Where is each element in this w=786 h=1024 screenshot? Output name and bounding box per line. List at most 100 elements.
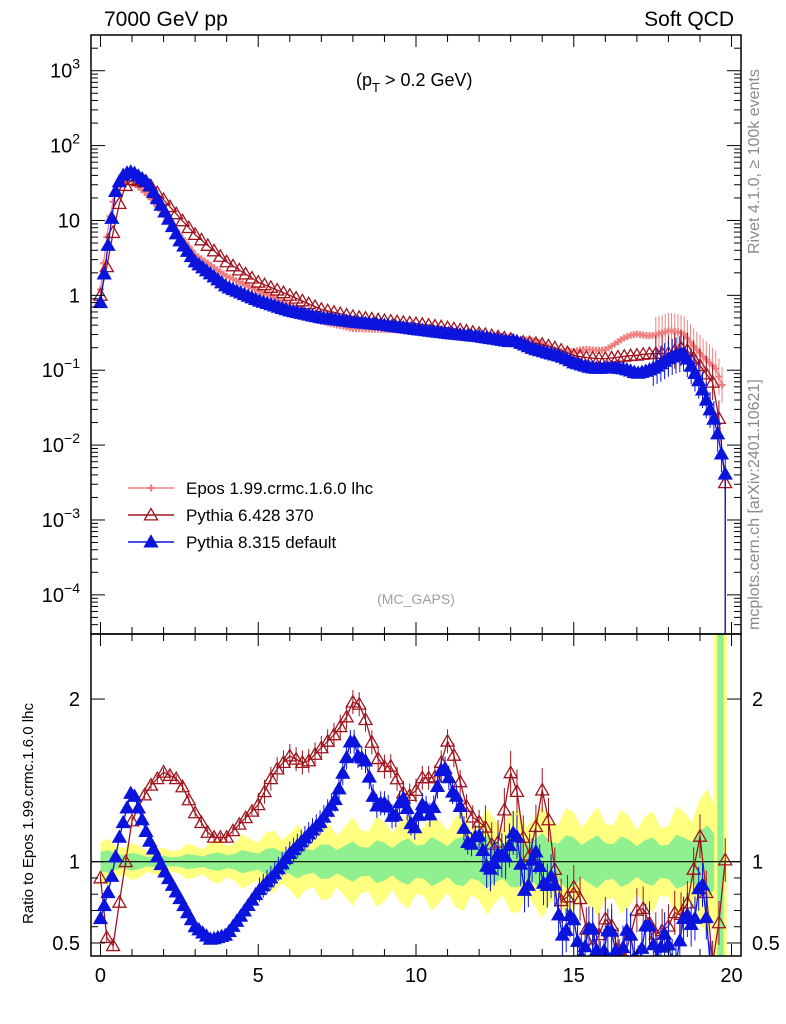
- ratio-point-pythia6: [446, 747, 462, 761]
- main-point-pythia8: [698, 392, 714, 406]
- x-tick-label: 0: [95, 965, 106, 987]
- ratio-point-pythia8: [475, 842, 491, 856]
- main-point-pythia6: [225, 258, 241, 272]
- main-point-epos: [712, 365, 720, 373]
- ratio-point-pythia6: [313, 740, 329, 754]
- ratio-point-pythia6: [503, 764, 519, 779]
- watermark: (MC_GAPS): [377, 591, 455, 607]
- ratio-point-pythia6: [711, 915, 727, 929]
- main-y-tick-label: 103: [50, 56, 80, 83]
- main-point-pythia6: [263, 279, 279, 293]
- ratio-point-pythia8: [528, 844, 544, 858]
- ratio-point-pythia8: [357, 753, 374, 767]
- ratio-point-pythia8: [380, 799, 396, 813]
- ratio-point-pythia6: [181, 792, 197, 806]
- ratio-point-pythia8: [634, 940, 650, 954]
- ratio-point-pythia6: [282, 748, 298, 762]
- main-point-pythia6: [174, 212, 191, 227]
- side-label-bottom: mcplots.cern.ch [arXiv:2401.10621]: [746, 379, 763, 630]
- ratio-point-pythia8: [96, 897, 112, 912]
- ratio-point-pythia6: [496, 802, 512, 816]
- ratio-point-pythia6: [326, 727, 342, 741]
- ratio-point-pythia6: [338, 709, 355, 723]
- ratio-point-pythia8: [107, 848, 124, 863]
- main-y-tick-label: 10: [58, 210, 80, 232]
- ratio-point-pythia6: [288, 751, 304, 765]
- ratio-point-pythia8: [115, 814, 131, 829]
- ratio-point-pythia6: [219, 829, 235, 843]
- ratio-point-pythia8: [577, 938, 593, 953]
- ratio-point-pythia8: [486, 855, 502, 869]
- ratio-point-pythia8: [513, 856, 529, 870]
- main-point-pythia6: [212, 248, 228, 262]
- main-point-pythia8: [706, 411, 722, 425]
- main-point-pythia6: [282, 287, 298, 301]
- ratio-point-pythia6: [118, 853, 134, 868]
- ratio-point-pythia8: [111, 829, 128, 843]
- ratio-point-pythia8: [657, 926, 673, 940]
- main-annotation: (pT > 0.2 GeV): [356, 70, 473, 95]
- ratio-point-pythia6: [370, 750, 386, 765]
- ratio-point-pythia6: [244, 803, 260, 817]
- ratio-y-tick-label-right: 0.5: [752, 933, 780, 955]
- ratio-point-pythia8: [694, 877, 711, 891]
- ratio-point-pythia8: [126, 788, 143, 802]
- ratio-point-pythia8: [346, 734, 362, 748]
- ratio-y-tick-label-right: 2: [752, 689, 763, 711]
- ratio-point-pythia6: [99, 929, 115, 944]
- ratio-y-axis-label: Ratio to Epos 1.99.crmc.1.6.0 lhc: [20, 703, 37, 924]
- ratio-y-tick-label: 2: [69, 689, 80, 711]
- main-point-pythia8: [107, 183, 124, 198]
- ratio-point-pythia8: [615, 939, 631, 954]
- main-point-pythia6: [244, 270, 260, 284]
- main-point-pythia8: [100, 237, 116, 251]
- ratio-point-pythia8: [569, 933, 586, 947]
- ratio-point-pythia6: [484, 836, 500, 850]
- main-y-tick-label: 10−3: [42, 505, 80, 532]
- main-y-tick-label: 102: [50, 131, 80, 158]
- ratio-point-pythia6: [597, 911, 613, 925]
- ratio-point-pythia8: [687, 910, 703, 924]
- main-point-pythia8: [694, 382, 711, 396]
- ratio-edge-band-inner: [717, 634, 724, 956]
- ratio-point-pythia6: [307, 746, 323, 760]
- ratio-point-pythia8: [501, 837, 518, 852]
- main-point-pythia6: [275, 284, 292, 299]
- ratio-point-pythia6: [263, 770, 279, 785]
- ratio-point-pythia6: [200, 824, 216, 838]
- ratio-point-pythia8: [104, 868, 120, 882]
- ratio-point-pythia8: [441, 769, 457, 784]
- main-point-pythia6: [250, 274, 266, 288]
- ratio-point-pythia6: [686, 861, 702, 875]
- main-point-pythia6: [692, 357, 708, 372]
- ratio-point-pythia6: [256, 783, 273, 798]
- header-right: Soft QCD: [644, 8, 734, 31]
- ratio-point-pythia6: [174, 779, 191, 793]
- ratio-y-tick-label: 1: [69, 852, 80, 874]
- ratio-point-pythia6: [439, 733, 456, 747]
- ratio-point-pythia8: [456, 820, 472, 834]
- ratio-point-pythia6: [421, 770, 437, 784]
- ratio-point-pythia8: [566, 911, 582, 926]
- main-point-pythia6: [269, 282, 285, 296]
- main-point-epos: [680, 330, 688, 338]
- main-point-pythia6: [168, 206, 184, 220]
- main-y-tick-label: 10−1: [42, 355, 80, 382]
- ratio-point-pythia6: [320, 733, 336, 747]
- ratio-point-pythia6: [477, 819, 494, 833]
- ratio-point-pythia8: [645, 936, 661, 951]
- main-point-epos: [718, 381, 726, 389]
- ratio-point-pythia6: [149, 770, 165, 785]
- ratio-point-pythia6: [667, 904, 683, 919]
- ratio-point-pythia6: [452, 774, 468, 788]
- legend-label: Pythia 6.428 370: [186, 506, 314, 525]
- ratio-point-pythia6: [294, 754, 311, 768]
- ratio-point-pythia8: [630, 950, 638, 956]
- ratio-point-pythia6: [162, 767, 178, 782]
- legend-marker: [147, 484, 155, 492]
- main-point-pythia6: [231, 262, 247, 276]
- ratio-point-pythia6: [357, 711, 374, 726]
- main-y-tick-label: 1: [69, 285, 80, 307]
- ratio-point-pythia8: [361, 769, 377, 783]
- ratio-point-pythia8: [604, 923, 620, 937]
